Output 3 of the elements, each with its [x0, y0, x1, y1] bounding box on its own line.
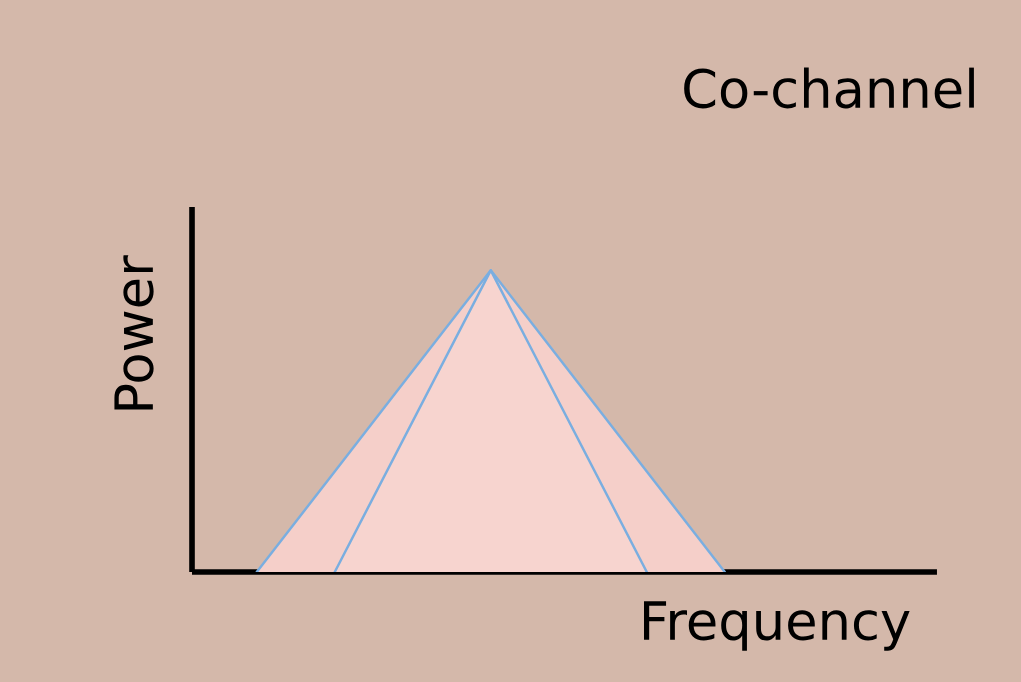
y-axis-title: Power [114, 255, 154, 410]
chart-title: Co-channel [684, 67, 974, 109]
x-axis-title: Frequency [644, 601, 910, 651]
